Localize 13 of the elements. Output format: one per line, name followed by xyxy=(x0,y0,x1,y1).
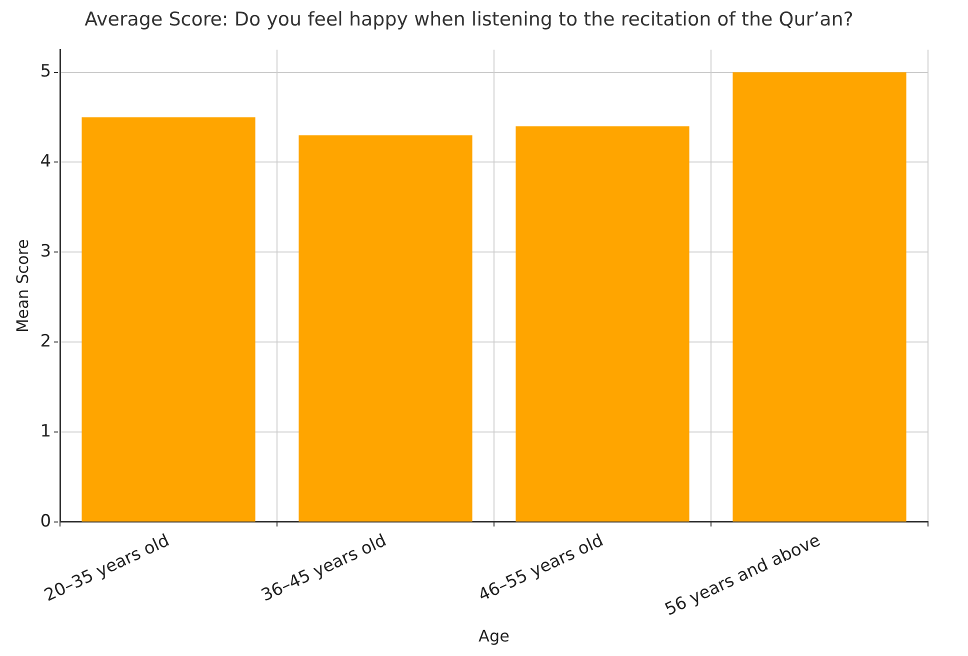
y-tick-label: 3 xyxy=(40,242,52,262)
y-tick-label: 1 xyxy=(40,421,52,442)
y-tick-label: 4 xyxy=(40,152,52,172)
bar xyxy=(82,117,256,522)
x-axis-title: Age xyxy=(478,626,510,646)
y-tick-label: 0 xyxy=(40,511,52,532)
y-tick-label: 2 xyxy=(40,332,52,352)
y-axis-title: Mean Score xyxy=(12,239,32,333)
bar xyxy=(516,126,690,522)
y-tick-label: 5 xyxy=(40,62,52,82)
bar xyxy=(298,135,472,522)
bar xyxy=(732,72,906,522)
chart-title: Average Score: Do you feel happy when listening to the recitation of the Qur’an? xyxy=(84,8,854,30)
